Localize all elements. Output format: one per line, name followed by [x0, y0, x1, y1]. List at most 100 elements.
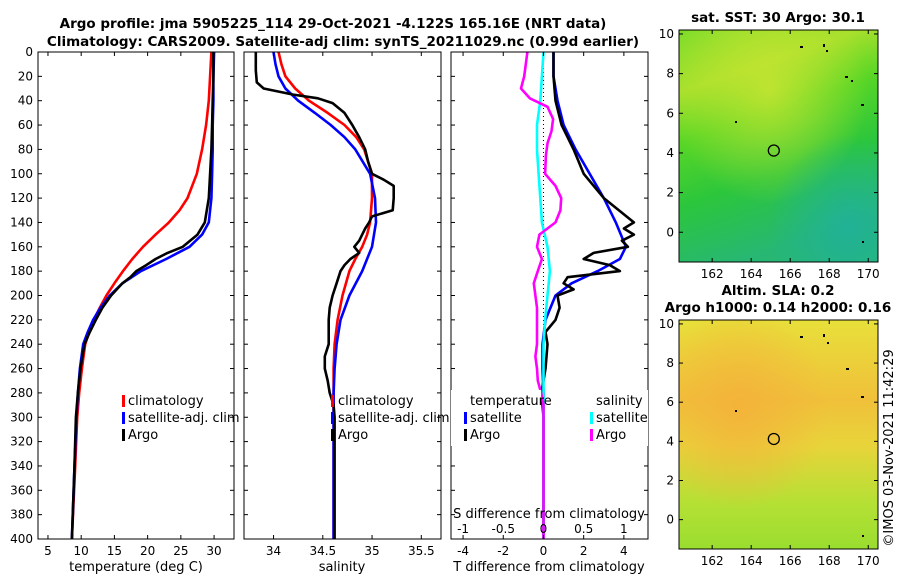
legend-heading-salinity: salinity [596, 394, 643, 409]
x-tick-label: 170 [857, 554, 880, 568]
sla-map-title-line1: Altim. SLA: 0.2 [721, 283, 834, 299]
sla-map-panel: Altim. SLA: 0.2 Argo h1000: 0.14 h2000: … [659, 283, 892, 568]
imos-timestamp: ©IMOS 03-Nov-2021 11:42:29 [882, 349, 897, 546]
salinity-legend: climatology satellite-adj. clim Argo [331, 394, 450, 443]
s-diff-tick-label: 1 [620, 522, 628, 536]
y-tick-label: 280 [10, 386, 33, 400]
series-satellite-adj-clim [272, 52, 378, 539]
legend-marker-satellite [331, 412, 334, 424]
y-tick-label: 10 [659, 27, 674, 41]
s-diff-tick-label: 0.5 [574, 522, 593, 536]
y-tick-label: 20 [18, 69, 33, 83]
difference-top-xlabel: S difference from climatology [453, 507, 645, 522]
argo-location-marker [767, 144, 780, 157]
x-tick-label: -2 [497, 544, 509, 558]
island [851, 80, 853, 82]
legend-marker-argo [331, 429, 334, 441]
x-tick-label: 34 [266, 544, 281, 558]
island [845, 76, 848, 78]
legend-label-satellite: satellite-adj. clim [338, 411, 450, 426]
map-axes-box [678, 29, 879, 263]
difference-axes-box [450, 51, 649, 540]
x-tick-label: -4 [457, 544, 469, 558]
x-tick-label: 4 [620, 544, 628, 558]
x-tick-label: 35 [364, 544, 379, 558]
sst-map-panel: sat. SST: 30 Argo: 30.1 162 164 166 168 170 0… [659, 10, 880, 281]
legend-heading-temperature: temperature [470, 394, 552, 409]
y-tick-label: 400 [10, 532, 33, 546]
y-tick-label: 360 [10, 483, 33, 497]
y-tick-label: 6 [666, 395, 674, 409]
s-diff-tick-label: -1 [457, 522, 469, 536]
island [826, 50, 828, 52]
y-tick-label: 300 [10, 410, 33, 424]
island [862, 241, 864, 243]
island [861, 104, 864, 106]
legend-marker-s-argo [590, 429, 593, 441]
island [800, 46, 803, 48]
y-tick-label: 240 [10, 337, 33, 351]
difference-panel: -4 -2 0 2 4 -1 -0.5 0 0.5 1 S difference from cli… [450, 51, 649, 575]
y-tick-label: 2 [666, 473, 674, 487]
island [735, 410, 737, 412]
y-tick-label: 200 [10, 289, 33, 303]
legend-marker-s-satellite [590, 412, 593, 424]
legend-marker-satellite [122, 412, 125, 424]
series-climatology [70, 52, 213, 539]
legend-label-s-argo: Argo [596, 428, 626, 443]
island [800, 336, 803, 338]
y-tick-label: 4 [666, 146, 674, 160]
x-tick-label: 164 [740, 554, 763, 568]
legend-marker-climatology [122, 395, 125, 407]
x-tick-label: 5 [44, 544, 52, 558]
x-tick-label: 35.5 [408, 544, 435, 558]
y-tick-label: 120 [10, 191, 33, 205]
island [823, 334, 825, 337]
sst-map-title: sat. SST: 30 Argo: 30.1 [691, 10, 865, 26]
sla-islands [735, 334, 864, 537]
x-tick-label: 164 [740, 267, 763, 281]
y-tick-label: 8 [666, 67, 674, 81]
y-tick-label: 80 [18, 142, 33, 156]
y-tick-label: 220 [10, 313, 33, 327]
legend-label-argo: Argo [128, 428, 158, 443]
figure-title-line2: Climatology: CARS2009. Satellite-adj cli… [47, 34, 639, 50]
y-tick-label: 60 [18, 118, 33, 132]
island [861, 396, 864, 398]
map-axes-box [678, 319, 879, 550]
x-tick-label: 162 [701, 554, 724, 568]
x-tick-label: 168 [818, 554, 841, 568]
salinity-xlabel: salinity [319, 560, 366, 575]
series-argo [70, 52, 215, 539]
legend-bg-s [588, 390, 648, 446]
x-tick-label: 162 [701, 267, 724, 281]
x-tick-label: 15 [107, 544, 122, 558]
series-t-satellite [541, 52, 628, 539]
x-tick-label: 30 [206, 544, 221, 558]
y-tick-label: 100 [10, 167, 33, 181]
difference-xlabel: T difference from climatology [452, 560, 645, 575]
legend-label-climatology: climatology [128, 394, 204, 409]
island [827, 342, 829, 344]
y-tick-label: 320 [10, 435, 33, 449]
legend-label-t-satellite: satellite [470, 411, 522, 426]
sla-high-patch [679, 320, 878, 549]
series-s-argo [519, 52, 563, 539]
y-tick-label: 40 [18, 94, 33, 108]
island [735, 121, 737, 123]
y-tick-label: 8 [666, 356, 674, 370]
temperature-panel: 0 20 40 60 80 100 120 140 160 180 200 220 240 260 280 3… [10, 45, 240, 575]
salinity-panel: 34 34.5 35 35.5 salinity climatology satell… [243, 51, 450, 575]
x-tick-label: 170 [857, 267, 880, 281]
x-tick-label: 34.5 [309, 544, 336, 558]
s-diff-tick-label: 0 [540, 522, 548, 536]
island [823, 44, 825, 47]
argo-location-marker [767, 432, 780, 446]
x-tick-label: 10 [74, 544, 89, 558]
series-satellite-adj-clim [70, 52, 216, 539]
y-tick-label: 0 [25, 45, 33, 59]
temperature-axes-box [37, 51, 235, 540]
legend-marker-t-satellite [464, 412, 467, 424]
difference-legend: temperature satellite Argo salinity sate… [451, 390, 648, 446]
